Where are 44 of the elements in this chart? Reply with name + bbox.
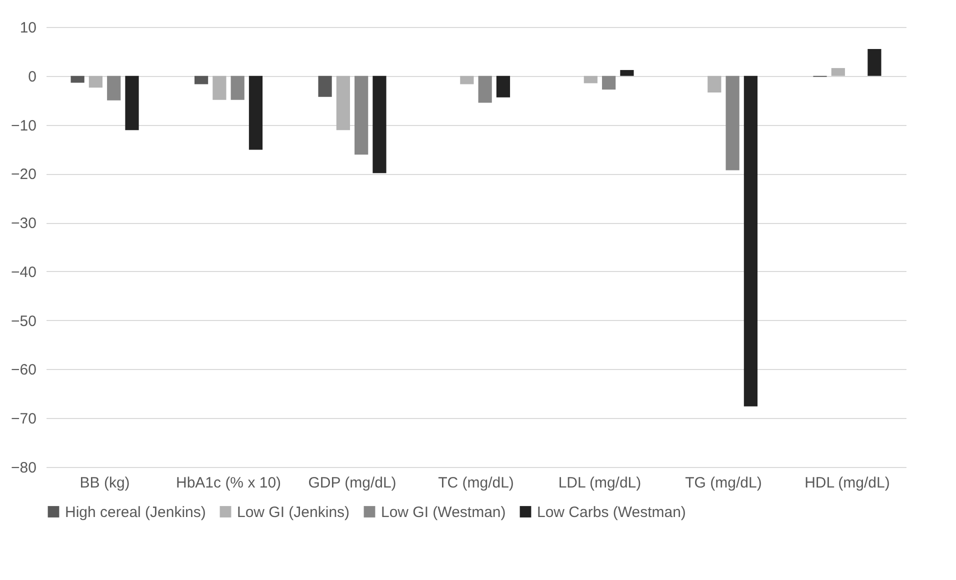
legend-label: Low Carbs (Westman) xyxy=(537,504,686,521)
y-tick-label: 0 xyxy=(28,68,36,86)
x-tick-label: LDL (mg/dL) xyxy=(558,474,642,492)
bar xyxy=(88,76,103,88)
bar xyxy=(125,76,139,130)
x-tick-label: HDL (mg/dL) xyxy=(804,474,890,492)
bar xyxy=(70,76,84,83)
y-tick-label: −20 xyxy=(11,166,36,184)
y-tick-label: −40 xyxy=(11,264,36,281)
x-tick-label: TC (mg/dL) xyxy=(438,474,514,492)
bar xyxy=(620,70,634,76)
y-tick-label: −60 xyxy=(11,362,36,379)
bar xyxy=(230,76,244,100)
legend-label: Low GI (Jenkins) xyxy=(237,504,350,521)
bar xyxy=(602,76,616,90)
bar xyxy=(336,76,350,130)
y-tick-label: −80 xyxy=(11,460,36,476)
y-tick-label: −50 xyxy=(11,312,36,330)
y-tick-label: −30 xyxy=(11,215,36,232)
bar xyxy=(107,76,121,100)
bar xyxy=(744,76,758,406)
bar xyxy=(831,68,845,76)
bar xyxy=(708,76,722,93)
bar xyxy=(460,76,474,84)
bar xyxy=(354,76,368,155)
x-tick-label: BB (kg) xyxy=(80,474,130,492)
bar xyxy=(726,76,740,170)
y-tick-label: 10 xyxy=(20,20,36,36)
y-tick-label: −10 xyxy=(11,117,36,134)
x-tick-label: TG (mg/dL) xyxy=(685,474,762,492)
bar xyxy=(584,76,598,84)
bar xyxy=(248,76,263,150)
legend-label: Low GI (Westman) xyxy=(381,504,506,521)
bar xyxy=(212,76,226,100)
bar xyxy=(318,76,332,97)
legend-label: High cereal (Jenkins) xyxy=(65,504,206,521)
y-tick-label: −70 xyxy=(11,410,36,428)
bar xyxy=(194,76,208,84)
bar xyxy=(372,76,386,174)
bar xyxy=(868,49,882,76)
x-tick-label: GDP (mg/dL) xyxy=(308,474,396,492)
bar xyxy=(496,76,510,98)
bar xyxy=(478,76,492,103)
x-tick-label: HbA1c (% x 10) xyxy=(176,474,282,492)
